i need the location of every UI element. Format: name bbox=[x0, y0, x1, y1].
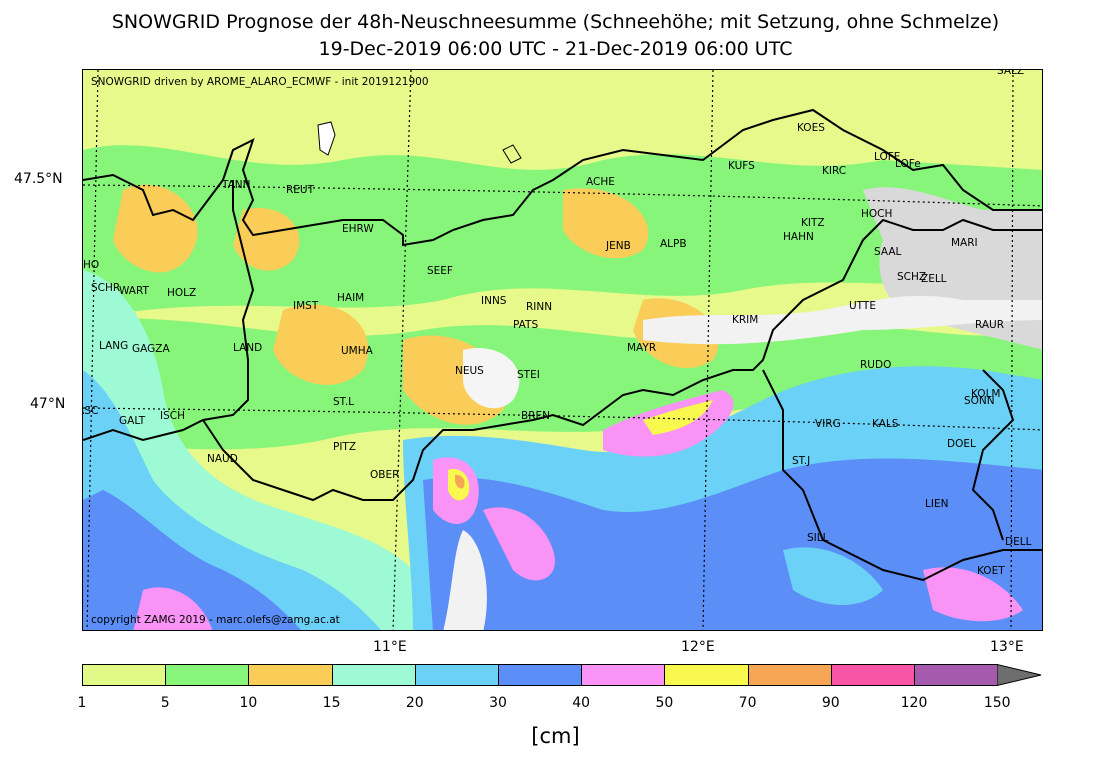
station-label: KALS bbox=[872, 418, 899, 430]
colorbar-extend-arrow bbox=[997, 664, 1042, 687]
station-label: LAND bbox=[233, 342, 263, 354]
colorbar-tick-label: 10 bbox=[239, 695, 258, 711]
station-label: TANN bbox=[222, 179, 251, 191]
colorbar-tick-label: 70 bbox=[738, 695, 757, 711]
station-label: IMST bbox=[293, 300, 319, 312]
lat-label-47: 47°N bbox=[30, 396, 66, 412]
colorbar-segment bbox=[581, 664, 666, 686]
colorbar-tick-label: 5 bbox=[160, 695, 170, 711]
station-label: PITZ bbox=[333, 441, 357, 453]
colorbar-segment bbox=[498, 664, 583, 686]
station-label: KOES bbox=[797, 122, 825, 134]
station-label: ZELL bbox=[921, 273, 947, 285]
station-label: NEUS bbox=[455, 365, 484, 377]
station-label: HOCH bbox=[861, 208, 893, 220]
station-label: SAAL bbox=[874, 246, 902, 258]
station-label: MARI bbox=[951, 237, 978, 249]
station-label: NAUD bbox=[207, 453, 238, 465]
station-label: SEEF bbox=[427, 265, 453, 277]
station-label: ST.L bbox=[333, 396, 355, 408]
station-label: SONN bbox=[964, 395, 995, 407]
station-label: LANG bbox=[99, 340, 129, 352]
station-label: RINN bbox=[526, 301, 553, 313]
lon-label-13: 13°E bbox=[990, 639, 1024, 655]
station-label: GALT bbox=[119, 415, 146, 427]
station-label: LOFe bbox=[895, 158, 921, 170]
station-label: KRIM bbox=[732, 314, 759, 326]
station-label: LIEN bbox=[925, 498, 949, 510]
station-label: KIRC bbox=[822, 165, 847, 177]
colorbar-tick-label: 20 bbox=[405, 695, 424, 711]
station-label: ALPB bbox=[660, 238, 687, 250]
station-label: EHRW bbox=[342, 223, 374, 235]
station-label: KITZ bbox=[801, 217, 825, 229]
station-label: DELL bbox=[1005, 536, 1032, 548]
station-label: UTTE bbox=[849, 300, 876, 312]
station-label: JENB bbox=[606, 240, 631, 252]
station-label: HOLZ bbox=[167, 287, 197, 299]
station-label: SILL bbox=[807, 532, 829, 544]
station-label: MAYR bbox=[627, 342, 657, 354]
colorbar-segment bbox=[747, 664, 832, 686]
colorbar-tick-label: 150 bbox=[983, 695, 1011, 711]
colorbar-segment bbox=[248, 664, 333, 686]
station-label: REUT bbox=[286, 184, 315, 196]
station-label: SCHO bbox=[82, 259, 100, 271]
station-label: SCHR bbox=[91, 282, 121, 294]
colorbar-segment bbox=[82, 664, 167, 686]
station-label: ST.J bbox=[792, 455, 811, 467]
station-label: GAGZA bbox=[132, 343, 170, 355]
station-label: SCHZ bbox=[897, 271, 927, 283]
colorbar-segment bbox=[414, 664, 499, 686]
colorbar-tick-label: 90 bbox=[821, 695, 840, 711]
chart-title-line2: 19-Dec-2019 06:00 UTC - 21-Dec-2019 06:0… bbox=[318, 38, 793, 60]
station-label: BREN bbox=[521, 410, 550, 422]
station-label: KOLM bbox=[971, 388, 1001, 400]
station-label: RAUR bbox=[975, 319, 1005, 331]
map-canvas bbox=[83, 70, 1042, 630]
lon-label-12: 12°E bbox=[681, 639, 715, 655]
station-label: GASC bbox=[83, 405, 99, 417]
model-source-label: SNOWGRID driven by AROME_ALARO_ECMWF - i… bbox=[91, 76, 429, 88]
colorbar-segment bbox=[664, 664, 749, 686]
station-label: DOEL bbox=[947, 438, 976, 450]
colorbar-segment bbox=[331, 664, 416, 686]
colorbar-tick-label: 50 bbox=[655, 695, 674, 711]
chart-title-line1: SNOWGRID Prognose der 48h-Neuschneesumme… bbox=[111, 11, 1000, 33]
lon-label-11: 11°E bbox=[373, 639, 407, 655]
station-label: VIRG bbox=[815, 418, 841, 430]
colorbar-segment bbox=[165, 664, 250, 686]
station-label: OBER bbox=[370, 469, 400, 481]
lat-label-47-5: 47.5°N bbox=[14, 171, 63, 187]
station-label: HAHN bbox=[783, 231, 814, 243]
station-label: PATS bbox=[513, 319, 539, 331]
station-label: KUFS bbox=[728, 160, 755, 172]
copyright-label: copyright ZAMG 2019 - marc.olefs@zamg.ac… bbox=[91, 614, 340, 626]
colorbar-tick-label: 15 bbox=[322, 695, 341, 711]
station-label: STEI bbox=[517, 369, 540, 381]
colorbar-segment bbox=[830, 664, 915, 686]
colorbar bbox=[82, 664, 1042, 688]
colorbar-tick-label: 1 bbox=[77, 695, 87, 711]
colorbar-tick-label: 30 bbox=[489, 695, 507, 711]
station-label: UMHA bbox=[341, 345, 373, 357]
station-label: ACHE bbox=[586, 176, 615, 188]
station-label: RUDO bbox=[860, 359, 892, 371]
station-label: SALZ bbox=[997, 69, 1025, 77]
colorbar-tick-label: 120 bbox=[900, 695, 928, 711]
station-label: HAIM bbox=[337, 292, 365, 304]
station-label: ISCH bbox=[160, 410, 185, 422]
station-label: LOFE bbox=[874, 151, 901, 163]
station-label: KOET bbox=[977, 565, 1005, 577]
station-label: INNS bbox=[481, 295, 507, 307]
colorbar-unit: [cm] bbox=[531, 724, 580, 748]
colorbar-tick-label: 40 bbox=[572, 695, 591, 711]
colorbar-segment bbox=[914, 664, 999, 686]
snow-map: SNOWGRID driven by AROME_ALARO_ECMWF - i… bbox=[82, 69, 1043, 631]
station-label: WART bbox=[119, 285, 149, 297]
